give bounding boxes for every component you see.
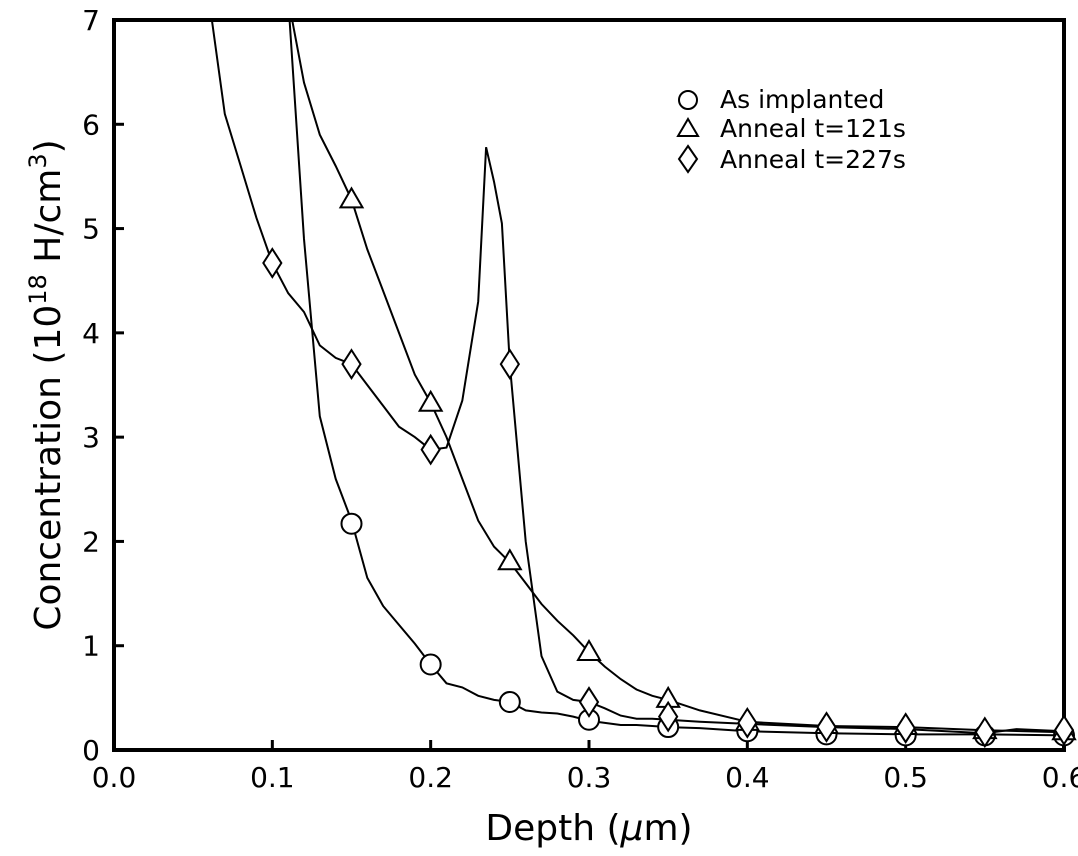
x-tick-label: 0.3 <box>567 761 612 794</box>
markers-layer <box>262 186 1077 749</box>
legend-label-as-implanted: As implanted <box>720 85 884 114</box>
y-tick-label: 4 <box>82 317 100 350</box>
legend-marker-anneal-121s <box>676 117 700 137</box>
legend-label-anneal-227s: Anneal t=227s <box>720 145 906 174</box>
data-point-anneal-t-121s <box>497 548 523 571</box>
x-tick-label: 0.1 <box>250 761 295 794</box>
x-tick-label: 0.0 <box>92 761 137 794</box>
data-point-anneal-t-227s <box>578 686 600 718</box>
x-axis-title: Depth (μm) <box>485 808 692 849</box>
y-tick-label: 7 <box>82 4 100 37</box>
y-tick-label: 3 <box>82 421 100 454</box>
x-tick-label: 0.5 <box>883 761 928 794</box>
data-point-as-implanted <box>498 691 521 714</box>
x-tick-label: 0.4 <box>725 761 770 794</box>
data-point-anneal-t-227s <box>420 433 441 466</box>
legend-marker-anneal-227s <box>677 144 699 174</box>
x-tick-label: 0.6 <box>1042 761 1078 794</box>
series-line-anneal-t-227s <box>210 20 1064 735</box>
data-point-anneal-t-227s <box>262 247 283 279</box>
series-line-anneal-t-121s <box>291 20 1064 734</box>
data-point-anneal-t-121s <box>338 186 365 209</box>
data-point-anneal-t-121s <box>417 389 444 412</box>
x-tick-label: 0.2 <box>408 761 453 794</box>
data-point-anneal-t-227s <box>737 707 758 739</box>
data-point-as-implanted <box>340 512 363 535</box>
data-point-anneal-t-227s <box>895 712 916 744</box>
data-point-anneal-t-227s <box>499 348 521 380</box>
series-line-as-implanted <box>288 20 1064 737</box>
data-point-anneal-t-227s <box>816 711 837 743</box>
legend-marker-as-implanted <box>678 90 698 110</box>
y-tick-label: 2 <box>82 525 100 558</box>
series-layer <box>210 20 1064 737</box>
y-axis-title: Concentration (1018 H/cm3) <box>24 139 69 630</box>
data-point-anneal-t-227s <box>657 700 679 733</box>
y-tick-label: 6 <box>82 108 100 141</box>
legend-label-anneal-121s: Anneal t=121s <box>720 114 906 143</box>
ticks-layer: 0.0 0.1 0.2 0.3 0.4 0.5 0.6 0 1 2 3 4 5 6 7 <box>82 4 1078 794</box>
data-point-anneal-t-227s <box>1053 714 1075 747</box>
legend: As implanted Anneal t=121s Anneal t=227s <box>676 85 906 174</box>
y-tick-label: 0 <box>82 734 100 767</box>
data-point-anneal-t-227s <box>341 348 362 380</box>
data-point-as-implanted <box>419 653 442 676</box>
y-tick-label: 5 <box>82 213 100 246</box>
data-point-anneal-t-121s <box>576 638 602 661</box>
y-tick-label: 1 <box>82 630 100 663</box>
data-point-anneal-t-227s <box>974 716 996 749</box>
